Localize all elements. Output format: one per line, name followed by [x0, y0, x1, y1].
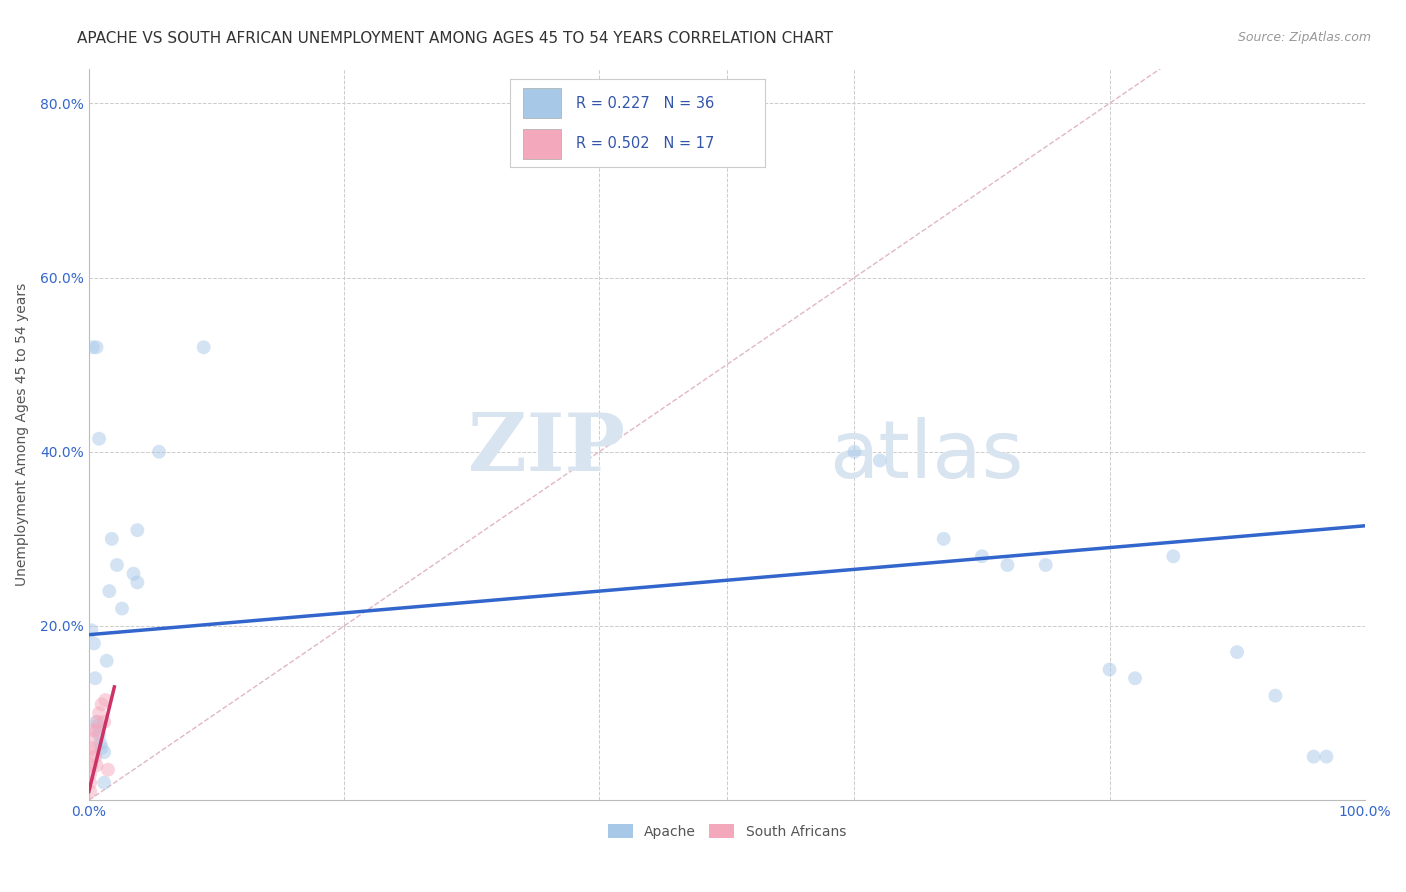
Text: atlas: atlas: [828, 417, 1024, 495]
Point: [94, 693, 117, 707]
Point: [87, 728, 110, 742]
Point: [193, 340, 215, 354]
Point: [80, 758, 103, 772]
Point: [93, 776, 115, 790]
Point: [932, 532, 955, 546]
Point: [86, 340, 108, 354]
Point: [105, 558, 128, 572]
Point: [87, 432, 110, 446]
Point: [127, 575, 149, 590]
Point: [79, 776, 101, 790]
Point: [86, 723, 108, 738]
Point: [84, 749, 107, 764]
Point: [1163, 549, 1185, 564]
Point: [96, 654, 118, 668]
Point: [87, 714, 110, 729]
Point: [111, 601, 134, 615]
Point: [97, 763, 120, 777]
Point: [1264, 689, 1286, 703]
Point: [87, 706, 110, 720]
Point: [101, 532, 124, 546]
Point: [79, 784, 101, 798]
Point: [1035, 558, 1057, 572]
Point: [1123, 671, 1146, 685]
Point: [84, 671, 107, 685]
Point: [86, 758, 108, 772]
Point: [90, 698, 112, 712]
Point: [1315, 749, 1337, 764]
Point: [1098, 663, 1121, 677]
Legend: Apache, South Africans: Apache, South Africans: [602, 819, 852, 845]
Point: [1302, 749, 1324, 764]
Text: Source: ZipAtlas.com: Source: ZipAtlas.com: [1237, 31, 1371, 45]
Point: [869, 453, 891, 467]
Y-axis label: Unemployment Among Ages 45 to 54 years: Unemployment Among Ages 45 to 54 years: [15, 283, 30, 586]
Point: [82, 340, 104, 354]
Point: [79, 767, 101, 781]
Point: [82, 732, 104, 747]
Point: [83, 723, 105, 738]
Point: [89, 737, 111, 751]
Point: [93, 745, 115, 759]
Point: [90, 740, 112, 755]
Text: ZIP: ZIP: [468, 410, 624, 488]
Point: [86, 714, 108, 729]
Point: [82, 740, 104, 755]
Point: [87, 719, 110, 733]
Point: [844, 444, 866, 458]
Point: [148, 444, 170, 458]
Point: [98, 584, 121, 599]
Point: [83, 636, 105, 650]
Point: [1226, 645, 1249, 659]
Point: [93, 714, 115, 729]
Point: [970, 549, 993, 564]
Point: [997, 558, 1019, 572]
Point: [127, 523, 149, 537]
Point: [80, 745, 103, 759]
Text: APACHE VS SOUTH AFRICAN UNEMPLOYMENT AMONG AGES 45 TO 54 YEARS CORRELATION CHART: APACHE VS SOUTH AFRICAN UNEMPLOYMENT AMO…: [77, 31, 834, 46]
Point: [80, 624, 103, 638]
Point: [122, 566, 145, 581]
